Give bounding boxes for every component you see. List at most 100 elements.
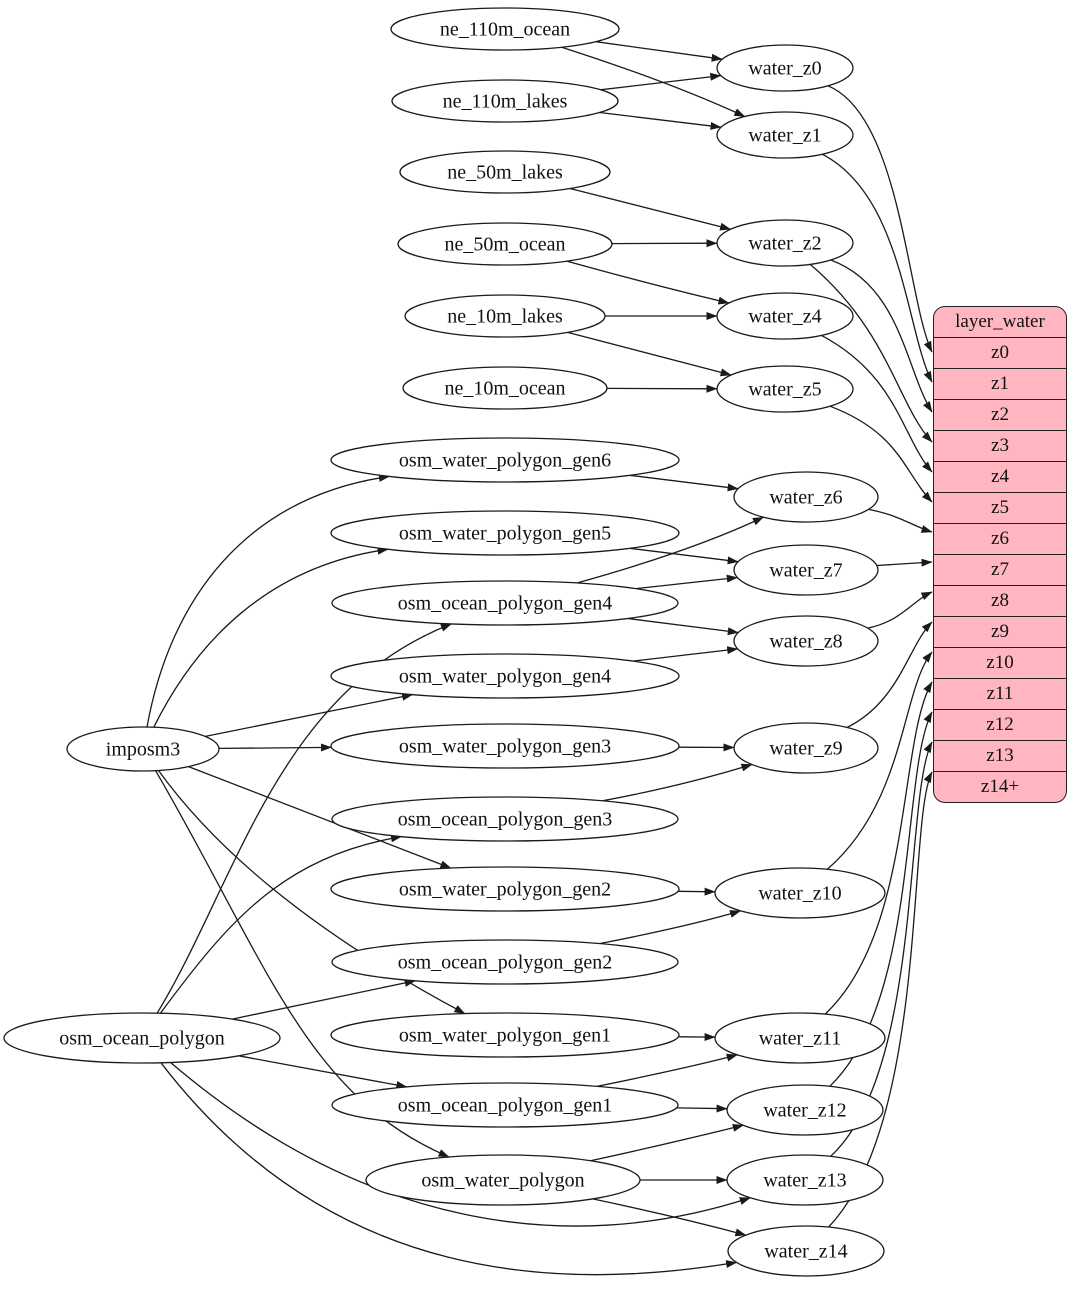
node-ellipse-water_z6	[733, 471, 879, 523]
edge-imposm3-to-osm_water_polygon_gen5	[153, 546, 389, 728]
record-row-z10: z10	[934, 648, 1066, 679]
node-label-ne_110m_ocean: ne_110m_ocean	[440, 19, 570, 41]
edge-water_z7-to-layer_water-z7	[876, 558, 933, 567]
node-label-water_z7: water_z7	[769, 560, 842, 582]
node-water_z14: water_z14	[727, 1225, 885, 1277]
edge-water_z1-to-layer_water-z1	[821, 153, 933, 383]
node-label-ne_10m_lakes: ne_10m_lakes	[447, 306, 563, 328]
node-ellipse-osm_water_polygon_gen5	[330, 510, 680, 556]
node-label-water_z5: water_z5	[748, 379, 821, 401]
edge-water_z6-to-layer_water-z6	[868, 508, 933, 533]
node-water_z6: water_z6	[733, 471, 879, 523]
node-label-osm_water_polygon_gen2: osm_water_polygon_gen2	[399, 879, 611, 901]
record-row-z1: z1	[934, 369, 1066, 400]
edge-osm_ocean_polygon_gen3-to-water_z9	[602, 763, 753, 802]
edge-osm_ocean_polygon-to-osm_ocean_polygon_gen1	[238, 1055, 408, 1089]
node-label-osm_water_polygon_gen1: osm_water_polygon_gen1	[399, 1025, 611, 1047]
edge-imposm3-to-osm_water_polygon_gen6	[146, 473, 390, 728]
edge-osm_ocean_polygon_gen4-to-water_z6	[576, 516, 764, 584]
node-ne_110m_lakes: ne_110m_lakes	[391, 79, 619, 123]
node-osm_water_polygon_gen3: osm_water_polygon_gen3	[330, 723, 680, 769]
node-label-osm_water_polygon_gen3: osm_water_polygon_gen3	[399, 736, 611, 758]
node-water_z5: water_z5	[716, 365, 854, 413]
node-water_z13: water_z13	[726, 1154, 884, 1206]
node-ellipse-water_z0	[716, 44, 854, 92]
node-water_z1: water_z1	[716, 111, 854, 159]
node-osm_ocean_polygon_gen4: osm_ocean_polygon_gen4	[331, 580, 679, 626]
record-row-z12: z12	[934, 710, 1066, 741]
edge-water_z4-to-layer_water-z4	[821, 334, 933, 473]
node-osm_water_polygon_gen6: osm_water_polygon_gen6	[330, 437, 680, 483]
node-imposm3: imposm3	[66, 726, 220, 772]
edge-osm_ocean_polygon-to-water_z13	[170, 1062, 751, 1227]
node-osm_ocean_polygon_gen3: osm_ocean_polygon_gen3	[331, 796, 679, 842]
node-osm_ocean_polygon: osm_ocean_polygon	[3, 1012, 281, 1064]
node-ellipse-water_z7	[733, 544, 879, 596]
edge-ne_110m_ocean-to-water_z0	[595, 41, 723, 62]
node-water_z0: water_z0	[716, 44, 854, 92]
edge-ne_10m_lakes-to-water_z5	[567, 331, 732, 377]
node-water_z7: water_z7	[733, 544, 879, 596]
edge-osm_ocean_polygon_gen4-to-water_z8	[627, 617, 739, 636]
edge-ne_50m_lakes-to-water_z2	[569, 187, 732, 231]
edge-osm_water_polygon-to-water_z14	[592, 1198, 747, 1237]
record-row-z3: z3	[934, 431, 1066, 462]
edge-water_z9-to-layer_water-z9	[846, 621, 933, 729]
node-ne_50m_lakes: ne_50m_lakes	[399, 150, 611, 194]
node-ellipse-water_z10	[714, 867, 886, 919]
node-label-water_z14: water_z14	[764, 1241, 847, 1263]
node-ellipse-osm_ocean_polygon_gen3	[331, 796, 679, 842]
node-ellipse-water_z1	[716, 111, 854, 159]
node-label-osm_ocean_polygon: osm_ocean_polygon	[59, 1028, 225, 1050]
edge-osm_ocean_polygon_gen1-to-water_z12	[676, 1104, 728, 1113]
node-ellipse-osm_ocean_polygon_gen1	[331, 1082, 679, 1128]
edge-osm_ocean_polygon-to-water_z14	[160, 1062, 738, 1276]
record-rows: z0 z1 z2 z3 z4 z5 z6 z7 z8 z9 z10 z11 z12 z13 z14+	[934, 338, 1066, 802]
edge-water_z11-to-layer_water-z11	[824, 681, 933, 1015]
edge-water_z5-to-layer_water-z5	[829, 405, 933, 503]
node-label-water_z12: water_z12	[763, 1100, 846, 1122]
edge-osm_water_polygon_gen2-to-water_z10	[677, 887, 716, 896]
node-label-osm_ocean_polygon_gen4: osm_ocean_polygon_gen4	[398, 593, 612, 615]
node-ellipse-water_z5	[716, 365, 854, 413]
node-water_z4: water_z4	[716, 292, 854, 340]
edge-imposm3-to-osm_water_polygon_gen4	[205, 692, 414, 738]
node-osm_ocean_polygon_gen2: osm_ocean_polygon_gen2	[331, 939, 679, 985]
record-row-z8: z8	[934, 586, 1066, 617]
edge-osm_ocean_polygon_gen1-to-water_z11	[596, 1053, 738, 1088]
node-label-water_z1: water_z1	[748, 125, 821, 147]
edge-water_z0-to-layer_water-z0	[827, 85, 933, 353]
node-label-osm_ocean_polygon_gen2: osm_ocean_polygon_gen2	[398, 952, 612, 974]
node-ellipse-water_z2	[716, 219, 854, 267]
node-osm_water_polygon_gen2: osm_water_polygon_gen2	[330, 866, 680, 912]
node-label-osm_ocean_polygon_gen3: osm_ocean_polygon_gen3	[398, 809, 612, 831]
node-ellipse-ne_110m_ocean	[390, 7, 620, 51]
node-ne_10m_ocean: ne_10m_ocean	[402, 366, 608, 410]
node-label-water_z2: water_z2	[748, 233, 821, 255]
node-ellipse-water_z12	[726, 1084, 884, 1136]
record-row-z9: z9	[934, 617, 1066, 648]
record-row-z13: z13	[934, 741, 1066, 772]
node-label-water_z9: water_z9	[769, 738, 842, 760]
edge-ne_110m_ocean-to-water_z1	[561, 46, 746, 118]
node-water_z9: water_z9	[733, 722, 879, 774]
edge-ne_50m_ocean-to-water_z4	[566, 260, 730, 305]
record-row-z5: z5	[934, 493, 1066, 524]
edge-osm_ocean_polygon-to-osm_ocean_polygon_gen2	[232, 979, 416, 1020]
record-row-z14+: z14+	[980, 776, 1020, 797]
node-ellipse-imposm3	[66, 726, 220, 772]
edge-ne_110m_lakes-to-water_z1	[599, 111, 722, 130]
record-row-z4: z4	[934, 462, 1066, 493]
node-label-water_z0: water_z0	[748, 58, 821, 80]
node-ellipse-ne_110m_lakes	[391, 79, 619, 123]
node-label-ne_50m_lakes: ne_50m_lakes	[447, 162, 563, 184]
edge-osm_ocean_polygon-to-osm_ocean_polygon_gen3	[159, 834, 402, 1014]
node-ellipse-water_z8	[733, 615, 879, 667]
edge-ne_110m_lakes-to-water_z0	[600, 72, 722, 91]
node-label-water_z10: water_z10	[758, 883, 841, 905]
node-ellipse-osm_water_polygon_gen6	[330, 437, 680, 483]
node-label-osm_water_polygon_gen4: osm_water_polygon_gen4	[399, 666, 611, 688]
record-row-z0: z0	[934, 338, 1066, 369]
edge-water_z8-to-layer_water-z8	[867, 591, 933, 629]
